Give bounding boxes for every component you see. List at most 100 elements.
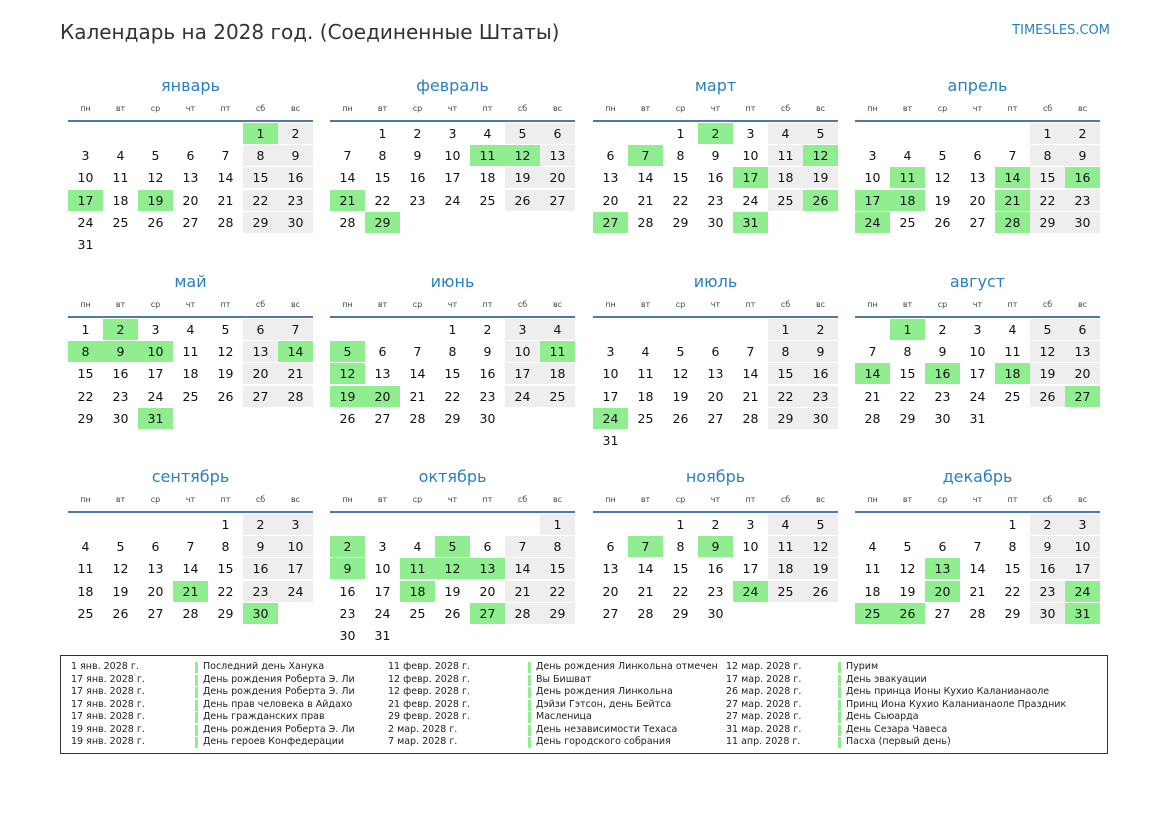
weekday-label: вс	[290, 495, 301, 504]
month-block: февраль пн вт ср чт пт сб вс 1 2 3 4 5 6 7 8 9 10 11 12 13 14…	[330, 72, 575, 255]
weekday-label: вс	[552, 300, 563, 309]
day-cell: 19	[444, 583, 461, 599]
holiday-day-cell: 20	[365, 385, 400, 407]
weekday-header: пн вт ср чт пт сб вс	[68, 100, 313, 118]
weekday-label: вт	[377, 300, 388, 309]
legend-holiday-name: День прав человека в Айдахо	[203, 698, 353, 710]
month-divider	[855, 511, 1100, 513]
month-block: декабрь пн вт ср чт пт сб вс 1 2 3 4 5 6 7 8 9 10 11 12 13 14…	[855, 463, 1100, 646]
day-cell: 2	[413, 126, 422, 141]
day-cell: 1	[448, 322, 457, 337]
day-cell: 3	[81, 148, 90, 164]
day-cell: 22	[768, 385, 803, 407]
legend-marker	[195, 662, 198, 673]
day-cell: 18	[637, 388, 654, 404]
site-link[interactable]: TIMESLES.COM	[1012, 23, 1110, 38]
day-cell: 3	[746, 517, 755, 532]
day-cell: 17	[742, 561, 759, 577]
day-cell: 23	[707, 192, 724, 208]
day-cell: 3	[378, 539, 387, 555]
weekday-label: сб	[517, 104, 528, 113]
day-cell: 28	[742, 410, 759, 426]
legend-holiday-name: День эвакуации	[846, 673, 927, 685]
day-cell: 24	[505, 385, 540, 407]
day-cell: 30	[339, 628, 356, 643]
day-cell: 25	[112, 214, 129, 230]
day-cell: 7	[868, 344, 877, 360]
holiday-legend: 1 янв. 2028 г. Последний день Ханука 17 ян…	[60, 655, 1108, 754]
legend-holiday-name: День рождения Роберта Э. Ли	[203, 673, 355, 685]
day-cell: 10	[969, 344, 986, 360]
day-cell: 9	[413, 148, 422, 164]
day-cell: 15	[899, 366, 916, 382]
day-cell: 3	[1065, 514, 1100, 535]
legend-holiday-name: День рождения Роберта Э. Ли	[203, 723, 355, 735]
legend-marker	[528, 712, 531, 723]
weekday-label: пт	[1007, 300, 1018, 309]
day-cell: 25	[540, 385, 575, 407]
day-cell: 2	[711, 517, 720, 532]
weekday-label: ср	[675, 300, 686, 309]
weekday-label: пн	[342, 104, 353, 113]
day-cell: 26	[147, 214, 164, 230]
day-cell: 20	[540, 167, 575, 189]
holiday-day-cell: 17	[68, 189, 103, 211]
day-cell: 9	[243, 536, 278, 558]
weekday-label: сб	[780, 300, 791, 309]
day-cell: 15	[1030, 167, 1065, 189]
weekday-label: пт	[220, 495, 231, 504]
holiday-day-cell: 7	[628, 145, 663, 167]
holiday-day-cell: 31	[1065, 602, 1100, 624]
weekday-label: ср	[150, 104, 161, 113]
day-cell: 15	[217, 561, 234, 577]
day-cell: 2	[803, 319, 838, 340]
day-cell: 14	[637, 170, 654, 186]
day-cell: 1	[1030, 123, 1065, 144]
holiday-day-cell: 8	[68, 341, 103, 363]
day-cell: 10	[864, 170, 881, 186]
day-cell: 8	[676, 148, 685, 164]
day-cell: 5	[1030, 319, 1065, 340]
day-cell: 5	[505, 123, 540, 144]
day-cell: 7	[746, 344, 755, 360]
weekday-label: вс	[1077, 495, 1088, 504]
weekday-header: пн вт ср чт пт сб вс	[68, 491, 313, 509]
day-cell: 25	[479, 192, 496, 208]
weekday-label: чт	[447, 104, 458, 113]
day-cell: 12	[803, 536, 838, 558]
day-cell: 10	[505, 341, 540, 363]
day-cell: 3	[505, 319, 540, 340]
day-cell: 13	[602, 561, 619, 577]
day-cell: 16	[339, 583, 356, 599]
weekday-label: вс	[815, 104, 826, 113]
weekday-label: чт	[185, 495, 196, 504]
day-cell: 15	[374, 170, 391, 186]
weekday-header: пн вт ср чт пт сб вс	[593, 100, 838, 118]
day-cell: 30	[112, 410, 129, 426]
day-cell: 30	[479, 410, 496, 426]
day-cell: 8	[378, 148, 387, 164]
day-cell: 13	[243, 341, 278, 363]
day-cell: 28	[217, 214, 234, 230]
weekday-header: пн вт ср чт пт сб вс	[855, 100, 1100, 118]
legend-date: 26 мар. 2028 г.	[726, 686, 802, 697]
day-cell: 8	[768, 341, 803, 363]
day-cell: 24	[444, 192, 461, 208]
weekday-label: сб	[1042, 300, 1053, 309]
legend-marker	[195, 687, 198, 698]
day-cell: 13	[969, 170, 986, 186]
day-cell: 3	[606, 344, 615, 360]
day-cell: 13	[374, 366, 391, 382]
month-name: июнь	[430, 272, 475, 291]
weekday-label: чт	[185, 104, 196, 113]
weekday-label: вт	[115, 495, 126, 504]
month-block: ноябрь пн вт ср чт пт сб вс 1 2 3 4 5 6 7 8 9 10 11 12 13 14 1…	[593, 463, 838, 646]
day-cell: 16	[278, 167, 313, 189]
day-cell: 24	[742, 192, 759, 208]
holiday-day-cell: 14	[278, 341, 313, 363]
weekday-label: вс	[1077, 104, 1088, 113]
weekday-label: вт	[902, 104, 913, 113]
day-cell: 16	[243, 558, 278, 580]
legend-date: 17 янв. 2028 г.	[71, 673, 145, 685]
weekday-label: пн	[867, 104, 878, 113]
